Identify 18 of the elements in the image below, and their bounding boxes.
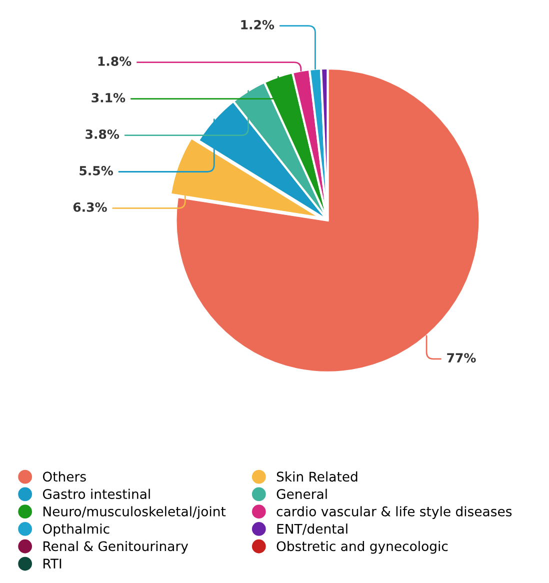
legend-label: Neuro/musculoskeletal/joint	[44, 506, 226, 519]
legend-label: Renal & Genitourinary	[44, 540, 188, 554]
legend-label: cardio vascular & life style diseases	[276, 506, 512, 519]
legend-label: ENT/dental	[277, 524, 348, 535]
data-label: 3.1%	[92, 92, 126, 102]
legend-label: General	[276, 488, 327, 500]
legend-label: Gastro intestinal	[42, 488, 150, 500]
legend-label: Obstretic and gynecologic	[276, 540, 448, 554]
data-label: 1.8%	[98, 56, 132, 66]
legend-label: Opthalmic	[42, 524, 110, 536]
data-label: 1.2%	[241, 20, 274, 30]
data-label: 6.3%	[73, 202, 107, 212]
legend-label: RTI	[44, 558, 62, 568]
legend-label: Others	[42, 471, 86, 482]
legend-label: Skin Related	[276, 471, 358, 482]
data-label: 3.8%	[86, 129, 120, 139]
data-label: 5.5%	[80, 166, 113, 176]
data-label: 77%	[447, 353, 476, 363]
